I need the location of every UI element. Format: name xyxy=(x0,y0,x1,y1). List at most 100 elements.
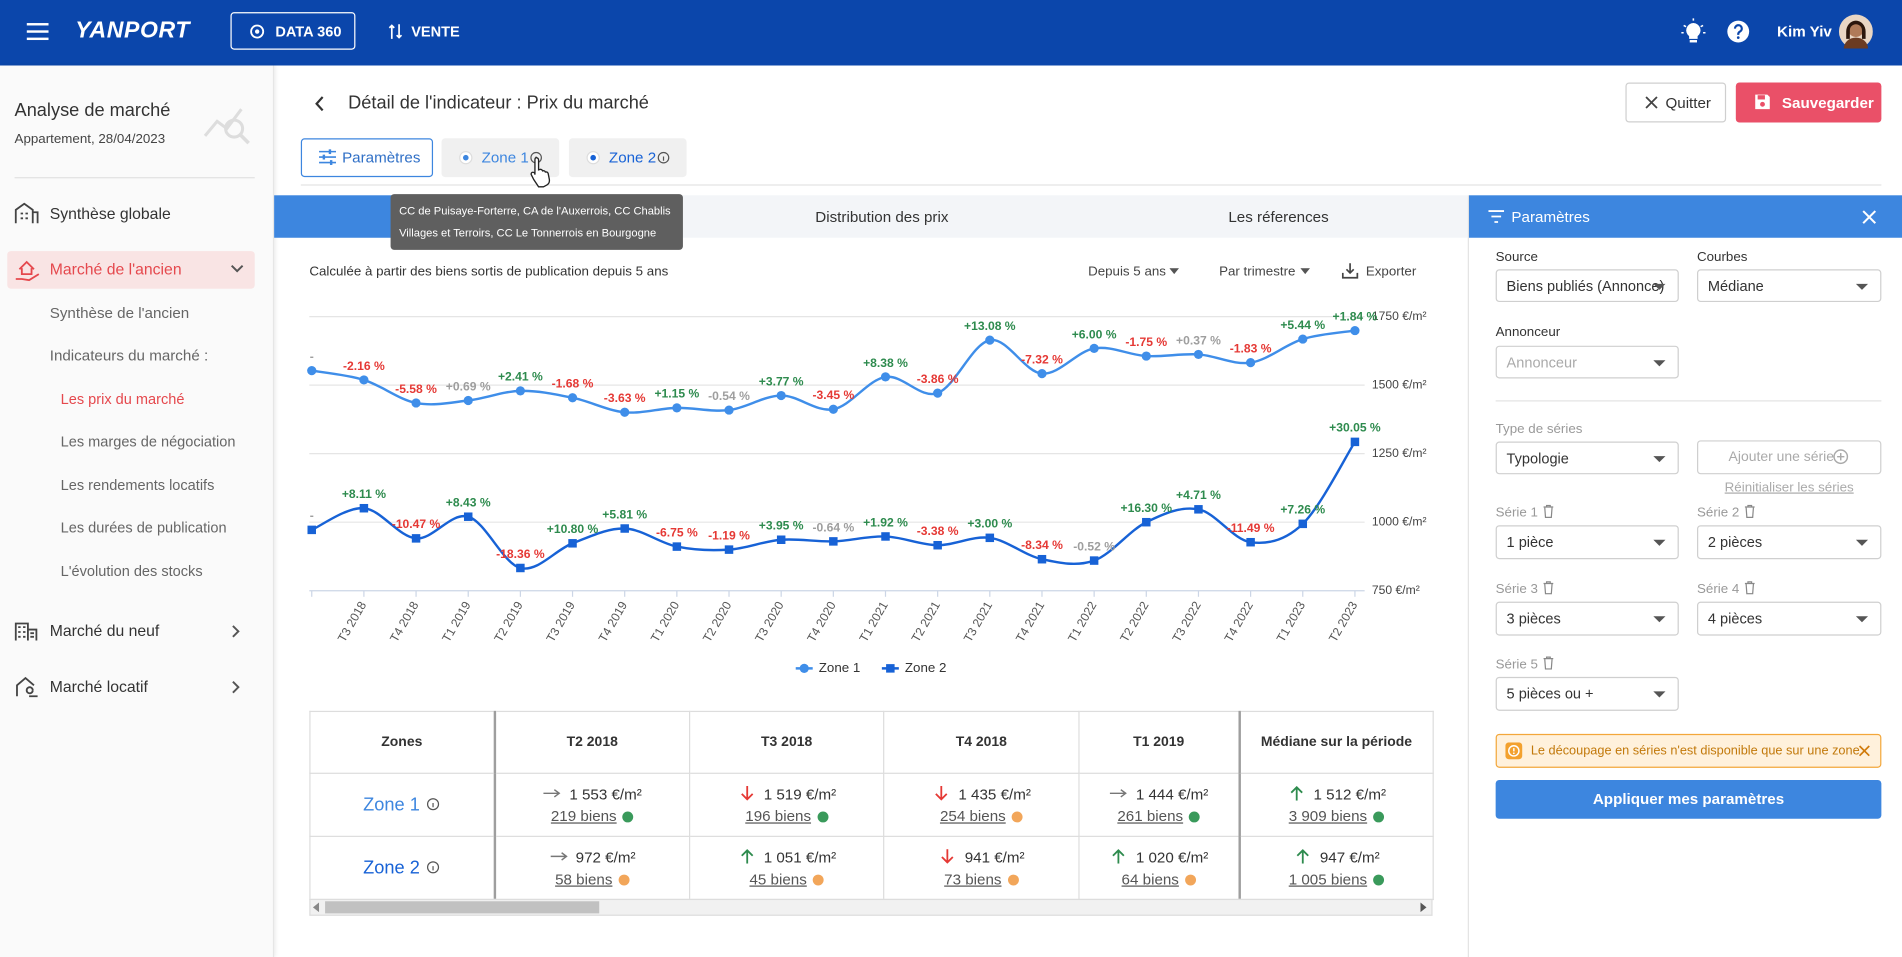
trash-icon[interactable] xyxy=(1543,581,1554,595)
quit-button[interactable] xyxy=(1625,82,1727,123)
arrow xyxy=(1290,785,1303,800)
close-icon xyxy=(1645,96,1658,109)
trash-icon[interactable] xyxy=(1543,504,1554,518)
count-link[interactable]: 1 005 biens xyxy=(1288,870,1368,888)
zone1-chip-label: Zone 1 xyxy=(481,149,529,167)
change-label: - xyxy=(310,349,314,363)
count-link[interactable]: 64 biens xyxy=(1121,870,1179,888)
marker xyxy=(620,524,629,533)
export-icon[interactable] xyxy=(1341,262,1359,279)
series-select[interactable]: 3 pièces xyxy=(1495,601,1679,636)
trash-icon[interactable] xyxy=(1744,504,1755,518)
x-tick-label: T4 2020 xyxy=(804,599,838,645)
column-header: T4 2018 xyxy=(883,710,1080,774)
apply-button[interactable] xyxy=(1495,779,1882,819)
menu-icon[interactable] xyxy=(26,22,50,41)
data360-button[interactable] xyxy=(230,12,356,50)
series-select[interactable]: 4 pièces xyxy=(1697,601,1882,636)
marker xyxy=(516,563,525,573)
count-link[interactable]: 196 biens xyxy=(745,807,812,825)
reset-link[interactable]: Réinitialiser les séries xyxy=(1724,480,1854,495)
add-series-button[interactable] xyxy=(1697,440,1882,475)
marker xyxy=(776,535,786,544)
marker xyxy=(829,537,838,546)
help-icon[interactable] xyxy=(1726,19,1750,43)
series-select[interactable]: 5 pièces ou + xyxy=(1495,676,1679,711)
count-link[interactable]: 261 biens xyxy=(1117,807,1184,825)
chart-note: Calculée à partir des biens sortis de pu… xyxy=(309,264,669,279)
count-link[interactable]: 254 biens xyxy=(939,807,1006,825)
tab[interactable]: Les réferences xyxy=(1228,208,1329,226)
export-button[interactable]: Exporter xyxy=(1365,264,1417,279)
avatar[interactable] xyxy=(1838,14,1873,49)
zone-link[interactable]: Zone 2 xyxy=(363,857,420,879)
scroll-left[interactable] xyxy=(312,902,320,913)
scroll-right[interactable] xyxy=(1420,902,1427,913)
change-label: +6.00 % xyxy=(1072,327,1117,341)
arrow xyxy=(1112,848,1125,864)
series-type-select[interactable]: Typologie xyxy=(1495,441,1679,475)
change-label: -0.52 % xyxy=(1073,539,1115,553)
lamp-icon[interactable] xyxy=(1681,18,1706,45)
zone2-chip-label: Zone 2 xyxy=(608,149,657,167)
change-label: -3.86 % xyxy=(917,372,959,386)
nav-link[interactable]: L'évolution des stocks xyxy=(60,562,203,580)
nav-item[interactable]: Synthèse globale xyxy=(49,204,171,223)
data-table: Zones T2 2018 T3 2018 T4 2018 T1 2019 Médiane… xyxy=(309,710,1434,901)
source-select[interactable]: Biens publiés (Annonce) xyxy=(1495,269,1679,303)
count-link[interactable]: 45 biens xyxy=(749,870,807,888)
panel-close[interactable] xyxy=(1862,210,1877,225)
trend-icon xyxy=(740,848,753,864)
nav-subitem[interactable]: Synthèse de l'ancien xyxy=(49,304,190,322)
scrollbar-thumb[interactable] xyxy=(325,901,600,914)
nav-item[interactable]: Marché locatif xyxy=(49,677,148,696)
nav-link[interactable]: Les marges de négociation xyxy=(60,433,236,451)
legend-marker xyxy=(886,664,895,673)
change-label: +0.37 % xyxy=(1176,333,1221,347)
count-link[interactable]: 58 biens xyxy=(555,870,613,888)
user-name[interactable]: Kim Yiv xyxy=(1777,23,1832,41)
count-link[interactable]: 219 biens xyxy=(550,807,617,825)
nav-item[interactable]: Marché de l'ancien xyxy=(49,260,182,279)
marker xyxy=(985,533,995,543)
field-label: Type de séries xyxy=(1495,422,1583,437)
marker xyxy=(1298,334,1308,344)
tab[interactable]: Distribution des prix xyxy=(815,208,949,226)
price-line: 972 €/m² xyxy=(496,846,689,868)
change-label: +0.69 % xyxy=(446,379,491,393)
curves-select[interactable]: Médiane xyxy=(1697,269,1882,303)
zone-link[interactable]: Zone 1 xyxy=(363,794,420,816)
count-link[interactable]: 3 909 biens xyxy=(1288,807,1368,825)
marker xyxy=(620,407,630,417)
series-select[interactable]: 1 pièce xyxy=(1495,525,1679,560)
params-chip[interactable] xyxy=(300,138,434,178)
info-circle xyxy=(427,861,440,874)
logo[interactable]: YANPORT xyxy=(75,18,191,44)
change-label: +4.71 % xyxy=(1176,488,1221,502)
info-icon xyxy=(427,861,440,874)
active-item[interactable] xyxy=(7,251,255,289)
nav-link[interactable]: Les prix du marché xyxy=(60,390,185,408)
period-select[interactable]: Depuis 5 ans xyxy=(1088,264,1166,279)
trash-icon[interactable] xyxy=(1744,581,1755,595)
step-select[interactable]: Par trimestre xyxy=(1219,264,1296,279)
trash-icon[interactable] xyxy=(1543,656,1554,670)
x-tick-label: T2 2022 xyxy=(1117,599,1151,645)
nav-item[interactable]: Marché du neuf xyxy=(49,621,160,640)
back-button[interactable] xyxy=(314,96,325,112)
save-label: Sauvegarder xyxy=(1781,94,1874,112)
vente-link[interactable]: VENTE xyxy=(411,23,460,41)
warning-close[interactable] xyxy=(1858,745,1870,757)
change-label: -0.54 % xyxy=(708,389,750,403)
table: Zones T2 2018 T3 2018 T4 2018 T1 2019 Médiane… xyxy=(309,710,1434,901)
marker xyxy=(881,532,890,541)
advertiser-select[interactable]: Annonceur xyxy=(1495,345,1679,379)
nav-link[interactable]: Les durées de publication xyxy=(60,519,227,537)
count-link[interactable]: 73 biens xyxy=(944,870,1002,888)
nav-link[interactable]: Les rendements locatifs xyxy=(60,476,215,494)
caret xyxy=(1169,268,1180,275)
series-select[interactable]: 2 pièces xyxy=(1697,525,1882,560)
y-tick-label: 750 €/m² xyxy=(1372,583,1420,597)
x-tick-label: T3 2021 xyxy=(961,599,995,645)
field-label: Courbes xyxy=(1697,249,1748,265)
